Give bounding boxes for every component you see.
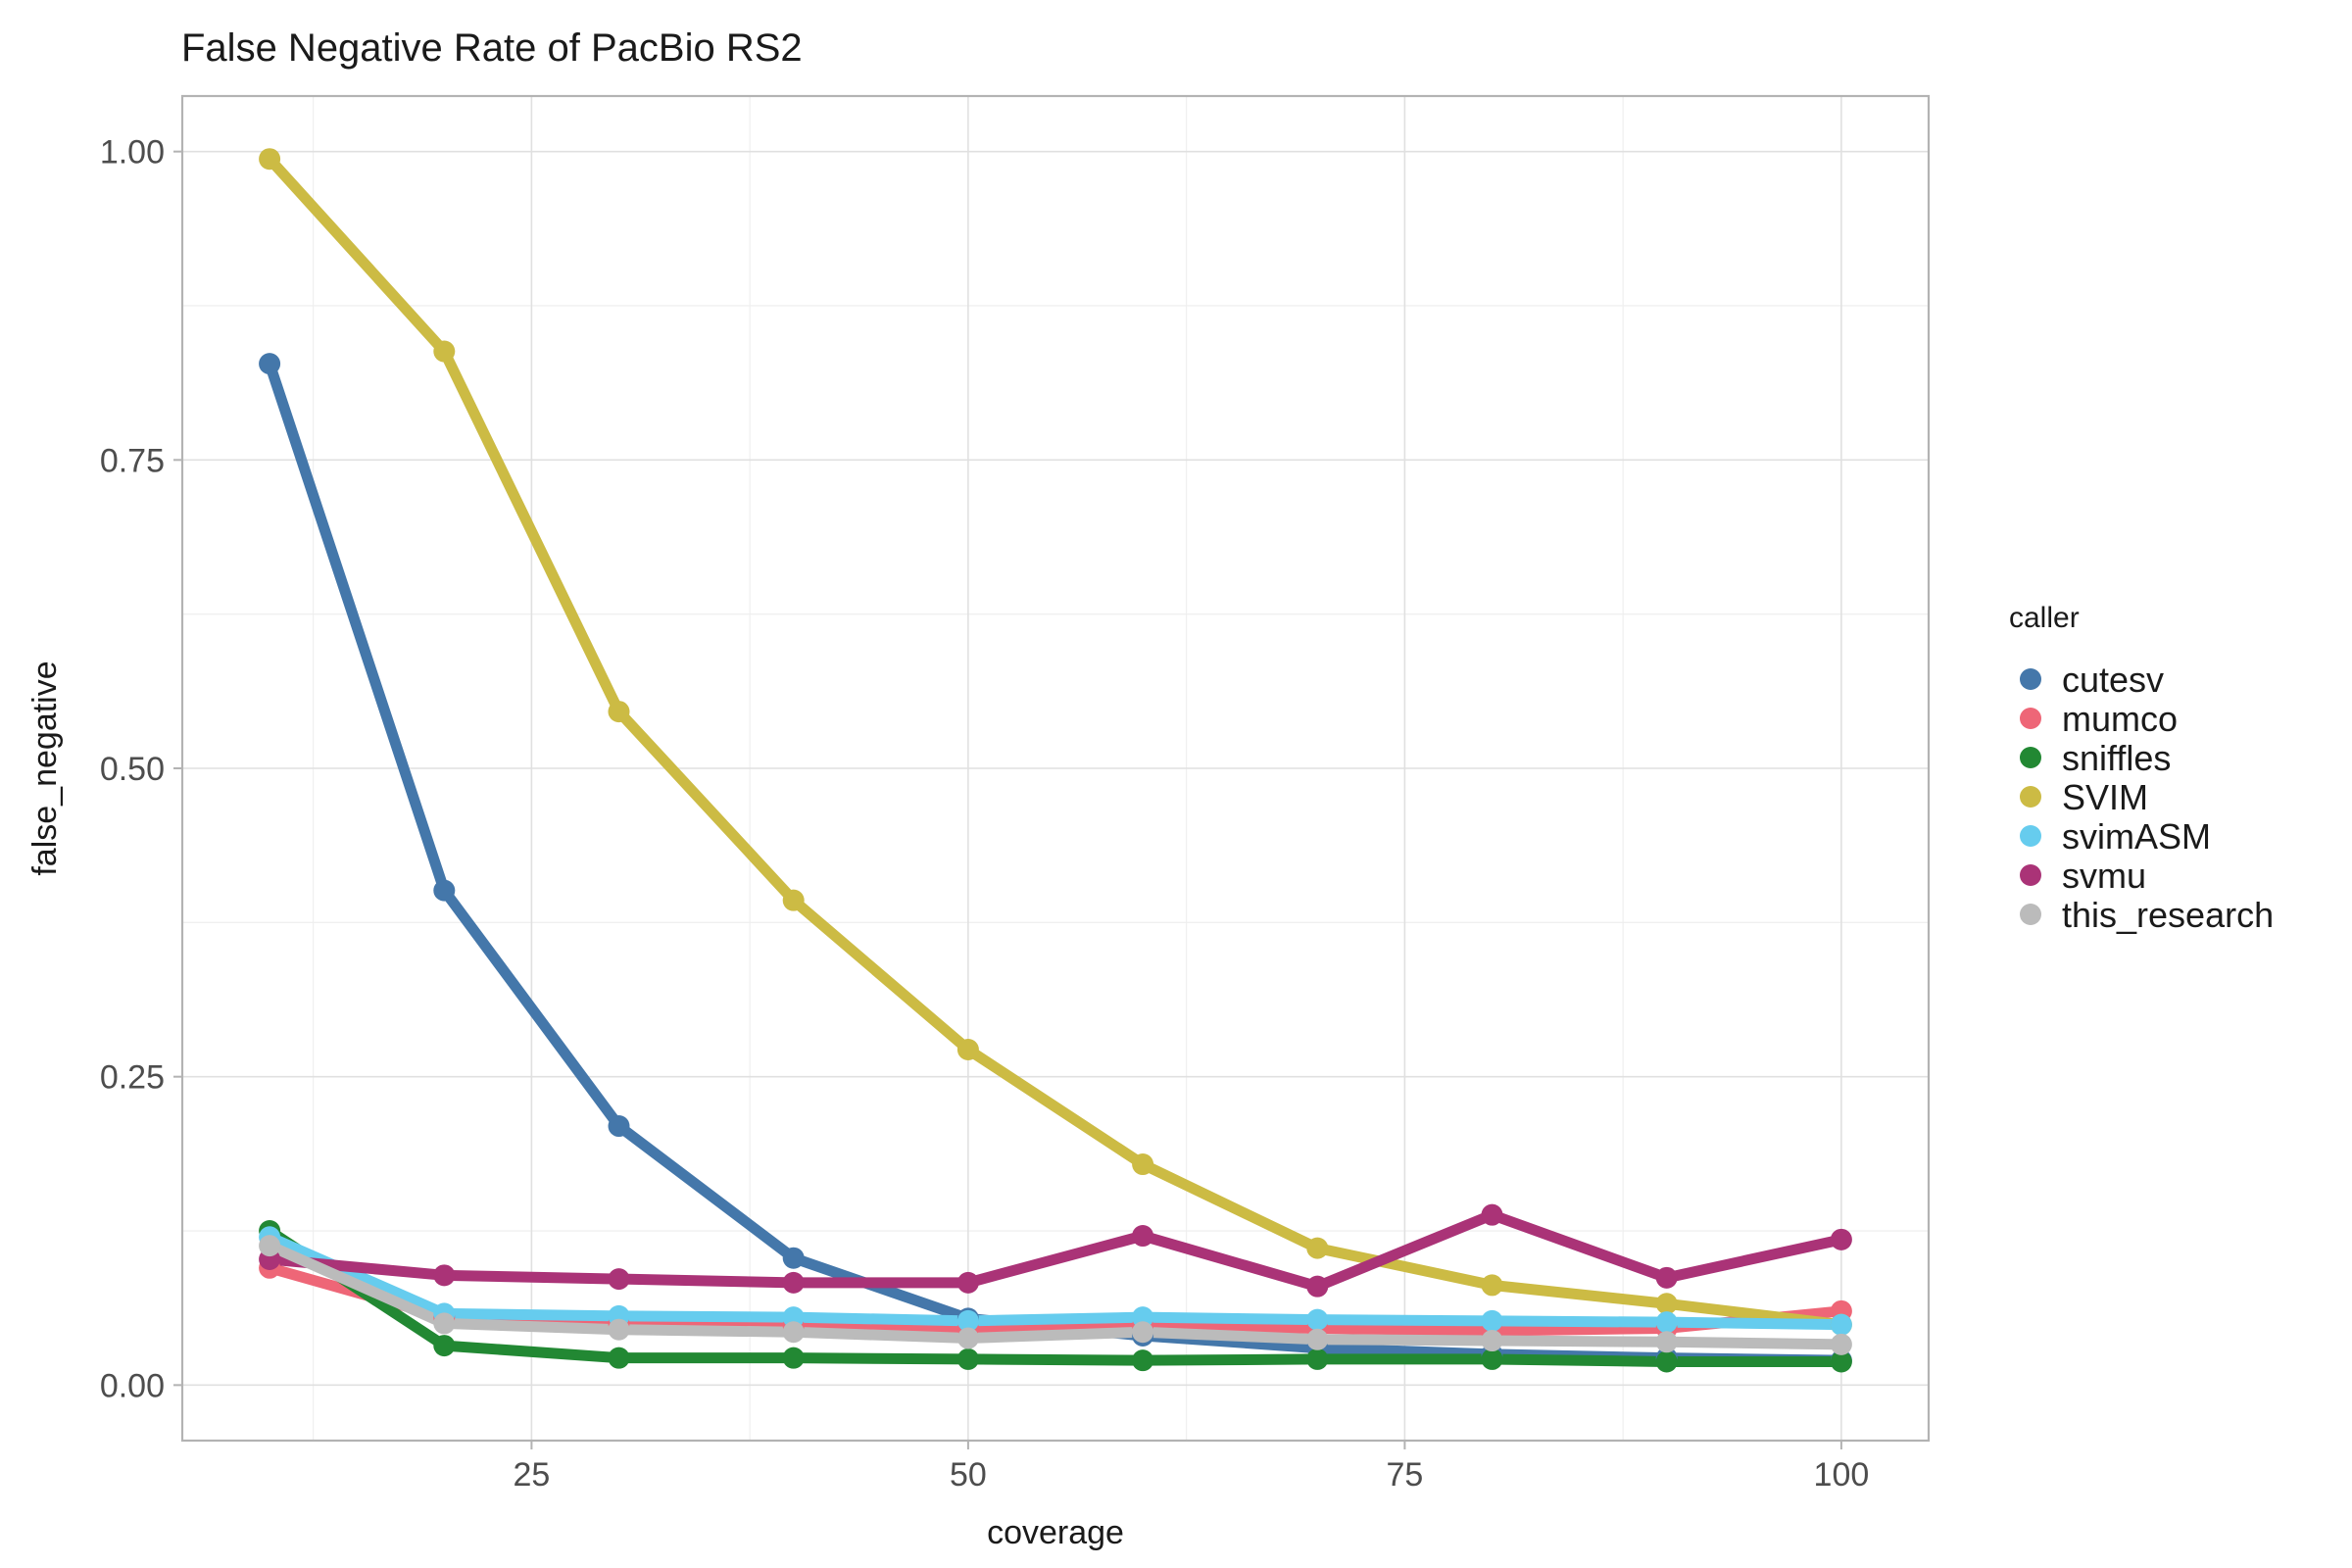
data-point-svimASM xyxy=(782,1306,805,1329)
y-tick-label: 1.00 xyxy=(100,134,165,172)
data-point-svmu xyxy=(1481,1203,1503,1226)
data-point-SVIM xyxy=(782,889,805,911)
x-axis: 25 50 75 100 xyxy=(513,1441,1869,1494)
data-point-SVIM xyxy=(1306,1237,1329,1259)
data-point-this_research xyxy=(1830,1333,1852,1355)
y-tick-label: 0.50 xyxy=(100,751,165,788)
legend-label: svimASM xyxy=(2062,816,2211,857)
data-point-sniffles xyxy=(956,1348,979,1370)
data-point-sniffles xyxy=(1830,1350,1852,1373)
legend-label: svmu xyxy=(2062,856,2146,896)
data-point-SVIM xyxy=(1655,1293,1678,1315)
data-point-svimASM xyxy=(1306,1308,1329,1331)
legend-key-svmu xyxy=(2020,864,2041,886)
legend-label: mumco xyxy=(2062,699,2178,739)
legend-label: this_research xyxy=(2062,895,2274,935)
data-point-sniffles xyxy=(782,1347,805,1369)
data-point-cutesv xyxy=(608,1115,630,1138)
x-tick-label: 25 xyxy=(513,1456,550,1494)
data-point-this_research xyxy=(1306,1328,1329,1350)
data-point-this_research xyxy=(782,1321,805,1344)
legend-label: cutesv xyxy=(2062,660,2164,700)
series-line-mumco xyxy=(264,1262,1847,1337)
series-line-SVIM xyxy=(264,153,1847,1331)
data-point-sniffles xyxy=(1655,1350,1678,1373)
series-line-sniffles xyxy=(264,1225,1847,1367)
legend-items: cutesvmumcosnifflesSVIMsvimASMsvmuthis_r… xyxy=(2020,660,2274,935)
data-point-sniffles xyxy=(1132,1349,1154,1372)
data-point-SVIM xyxy=(956,1038,979,1060)
legend-key-mumco xyxy=(2020,708,2041,729)
data-point-sniffles xyxy=(608,1347,630,1369)
data-point-this_research xyxy=(1132,1321,1154,1344)
data-point-SVIM xyxy=(608,701,630,723)
legend-title: caller xyxy=(2009,602,2080,634)
data-point-svmu xyxy=(1655,1266,1678,1289)
data-point-SVIM xyxy=(1132,1153,1154,1176)
data-point-svimASM xyxy=(956,1309,979,1332)
data-point-sniffles xyxy=(1481,1348,1503,1370)
legend-label: SVIM xyxy=(2062,777,2148,817)
data-point-svmu xyxy=(1306,1275,1329,1298)
data-point-svmu xyxy=(782,1271,805,1294)
data-point-svmu xyxy=(433,1264,456,1287)
x-axis-title: coverage xyxy=(987,1514,1124,1551)
series-line-svimASM xyxy=(264,1231,1847,1331)
plot-panel xyxy=(180,94,1931,1443)
x-tick-label: 75 xyxy=(1386,1456,1423,1494)
data-point-cutesv xyxy=(259,353,281,375)
data-point-cutesv xyxy=(782,1247,805,1269)
chart-title: False Negative Rate of PacBio RS2 xyxy=(181,26,803,70)
data-point-SVIM xyxy=(433,340,456,363)
data-point-svmu xyxy=(1132,1225,1154,1248)
data-point-this_research xyxy=(1481,1330,1503,1352)
data-point-this_research xyxy=(608,1318,630,1341)
data-point-svimASM xyxy=(1830,1313,1852,1336)
data-point-svimASM xyxy=(1481,1309,1503,1332)
legend-key-sniffles xyxy=(2020,747,2041,768)
legend: caller cutesvmumcosnifflesSVIMsvimASMsvm… xyxy=(2009,602,2274,935)
legend-key-svimASM xyxy=(2020,825,2041,847)
data-point-svmu xyxy=(1830,1228,1852,1250)
series-points xyxy=(259,148,1852,1373)
y-tick-label: 0.00 xyxy=(100,1367,165,1404)
y-axis: 0.00 0.25 0.50 0.75 1.00 xyxy=(100,134,182,1404)
data-point-SVIM xyxy=(259,148,281,171)
series-line-this_research xyxy=(264,1240,1847,1350)
data-point-this_research xyxy=(259,1235,281,1257)
legend-key-cutesv xyxy=(2020,668,2041,690)
legend-label: sniffles xyxy=(2062,738,2171,778)
data-point-cutesv xyxy=(433,879,456,902)
data-point-sniffles xyxy=(1306,1348,1329,1370)
y-tick-label: 0.25 xyxy=(100,1059,165,1097)
x-tick-label: 100 xyxy=(1814,1456,1870,1494)
data-point-svimASM xyxy=(1655,1311,1678,1334)
series-lines xyxy=(264,153,1847,1367)
series-line-svmu xyxy=(264,1209,1847,1293)
data-point-svimASM xyxy=(1132,1306,1154,1329)
data-point-this_research xyxy=(433,1312,456,1335)
data-point-SVIM xyxy=(1481,1274,1503,1297)
legend-key-SVIM xyxy=(2020,786,2041,808)
data-point-svmu xyxy=(956,1271,979,1294)
data-point-this_research xyxy=(1655,1331,1678,1353)
x-tick-label: 50 xyxy=(950,1456,987,1494)
y-axis-title: false_negative xyxy=(26,661,64,875)
gridlines xyxy=(182,96,1929,1441)
data-point-svmu xyxy=(608,1268,630,1291)
y-tick-label: 0.75 xyxy=(100,442,165,479)
legend-key-this_research xyxy=(2020,904,2041,925)
data-point-sniffles xyxy=(433,1335,456,1357)
data-point-this_research xyxy=(956,1327,979,1349)
